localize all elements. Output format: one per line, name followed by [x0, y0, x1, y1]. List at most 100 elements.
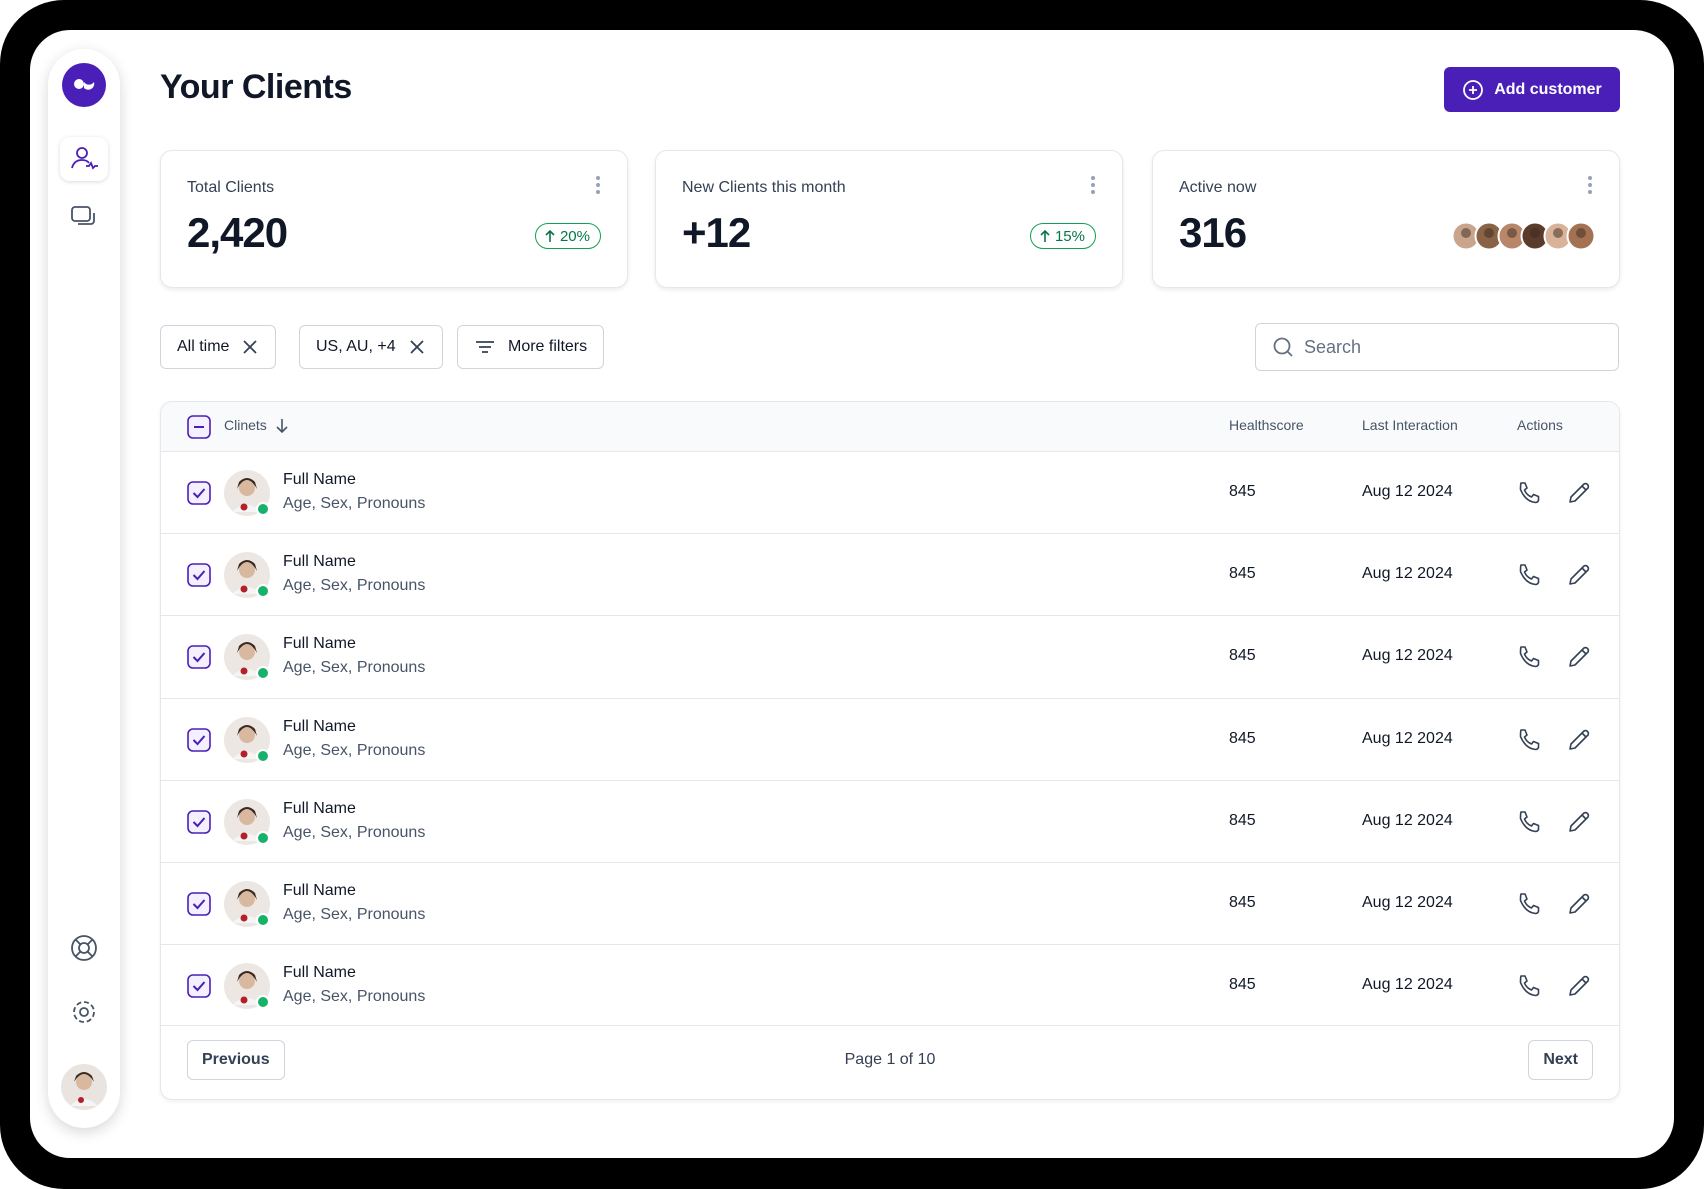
page-indicator: Page 1 of 10 — [844, 1051, 936, 1068]
logo — [62, 63, 106, 107]
healthscore: 845 — [1229, 811, 1256, 829]
nav-settings[interactable] — [69, 997, 99, 1027]
healthscore: 845 — [1229, 565, 1256, 583]
client-avatar — [224, 552, 270, 599]
call-button[interactable] — [1516, 809, 1542, 835]
stat-card: New Clients this month +12 15% — [655, 150, 1123, 288]
client-details: Age, Sex, Pronouns — [283, 577, 426, 595]
client-name[interactable]: Full Name — [283, 717, 356, 735]
filter-chip[interactable]: More filters — [457, 325, 605, 369]
card-menu[interactable] — [1587, 175, 1593, 195]
edit-button[interactable] — [1566, 480, 1592, 506]
call-button[interactable] — [1516, 644, 1542, 670]
plus-icon — [1463, 79, 1484, 100]
last-interaction: Aug 12 2024 — [1362, 811, 1453, 829]
stat-value: 316 — [1179, 209, 1247, 256]
call-button[interactable] — [1516, 480, 1542, 506]
search-input[interactable]: Search — [1255, 323, 1619, 371]
card-menu[interactable] — [1090, 175, 1096, 195]
pagination: Previous Page 1 of 10 Next — [161, 1025, 1619, 1099]
row-checkbox[interactable] — [187, 563, 211, 587]
search-placeholder: Search — [1304, 336, 1362, 357]
filter-icon — [476, 341, 494, 353]
change-badge: 15% — [1029, 223, 1096, 249]
remove-filter-icon[interactable] — [241, 338, 259, 356]
clients-table: Clinets Healthscore Last Interaction Act… — [160, 401, 1620, 1100]
filter-chip[interactable]: All time — [160, 325, 277, 369]
row-checkbox[interactable] — [187, 809, 211, 834]
call-button[interactable] — [1516, 562, 1542, 588]
row-checkbox[interactable] — [187, 481, 211, 505]
edit-button[interactable] — [1566, 644, 1592, 670]
client-avatar — [224, 963, 270, 1010]
arrow-up-icon — [545, 229, 555, 242]
row-checkbox[interactable] — [187, 645, 211, 670]
row-checkbox[interactable] — [187, 892, 211, 916]
table-header: Clinets Healthscore Last Interaction Act… — [161, 402, 1619, 451]
stat-label: New Clients this month — [682, 179, 846, 196]
filter-chip[interactable]: US, AU, +4 — [299, 325, 443, 369]
client-name[interactable]: Full Name — [283, 471, 356, 488]
healthscore: 845 — [1229, 647, 1256, 665]
edit-button[interactable] — [1566, 891, 1592, 917]
nav-clients[interactable] — [60, 137, 108, 181]
nav-messages[interactable] — [70, 203, 98, 231]
card-menu[interactable] — [595, 175, 601, 195]
edit-button[interactable] — [1566, 727, 1592, 753]
sort-icon — [276, 419, 288, 434]
arrow-up-icon — [1040, 229, 1050, 242]
client-details: Age, Sex, Pronouns — [283, 988, 426, 1006]
last-interaction: Aug 12 2024 — [1362, 894, 1453, 911]
edit-button[interactable] — [1566, 809, 1592, 835]
stat-label: Active now — [1179, 179, 1257, 196]
last-interaction: Aug 12 2024 — [1362, 565, 1453, 583]
table-row: Full Name Age, Sex, Pronouns 845 Aug 12 … — [161, 615, 1619, 698]
search-icon — [1273, 337, 1293, 357]
call-button[interactable] — [1516, 973, 1542, 999]
edit-button[interactable] — [1566, 973, 1592, 999]
next-button[interactable]: Next — [1528, 1040, 1593, 1080]
edit-button[interactable] — [1566, 562, 1592, 588]
nav-support[interactable] — [69, 933, 99, 963]
client-name[interactable]: Full Name — [283, 635, 356, 653]
client-avatar — [224, 634, 270, 681]
client-name[interactable]: Full Name — [283, 799, 356, 817]
add-customer-button[interactable]: Add customer — [1444, 67, 1620, 112]
row-checkbox[interactable] — [187, 974, 211, 998]
select-all-checkbox[interactable] — [187, 415, 211, 439]
remove-filter-icon[interactable] — [408, 338, 426, 356]
client-details: Age, Sex, Pronouns — [283, 823, 426, 841]
row-checkbox[interactable] — [187, 727, 211, 752]
last-interaction: Aug 12 2024 — [1362, 729, 1453, 747]
user-avatar[interactable] — [61, 1064, 107, 1110]
filter-label: US, AU, +4 — [316, 338, 396, 355]
client-details: Age, Sex, Pronouns — [283, 495, 426, 512]
column-header[interactable]: Clinets — [224, 417, 267, 433]
client-name[interactable]: Full Name — [283, 553, 356, 571]
client-avatar — [224, 470, 270, 516]
table-row: Full Name Age, Sex, Pronouns 845 Aug 12 … — [161, 451, 1619, 534]
client-details: Age, Sex, Pronouns — [283, 741, 426, 759]
table-row: Full Name Age, Sex, Pronouns 845 Aug 12 … — [161, 779, 1619, 863]
filter-label: All time — [177, 338, 230, 355]
client-avatar — [224, 798, 270, 845]
previous-button[interactable]: Previous — [187, 1040, 285, 1080]
column-header: Healthscore — [1229, 417, 1304, 433]
stat-value: 2,420 — [187, 209, 288, 256]
sidebar — [48, 49, 120, 1128]
client-avatar — [224, 716, 270, 763]
column-header: Actions — [1517, 417, 1563, 433]
last-interaction: Aug 12 2024 — [1362, 647, 1453, 665]
table-row: Full Name Age, Sex, Pronouns 845 Aug 12 … — [161, 533, 1619, 616]
call-button[interactable] — [1516, 727, 1542, 753]
active-avatars — [1451, 221, 1595, 251]
change-value: 15% — [1054, 227, 1085, 245]
client-name[interactable]: Full Name — [283, 964, 356, 982]
call-button[interactable] — [1516, 891, 1542, 917]
clients-icon — [71, 147, 98, 170]
table-row: Full Name Age, Sex, Pronouns 845 Aug 12 … — [161, 697, 1619, 781]
client-name[interactable]: Full Name — [283, 882, 356, 899]
table-row: Full Name Age, Sex, Pronouns 845 Aug 12 … — [161, 944, 1619, 1027]
